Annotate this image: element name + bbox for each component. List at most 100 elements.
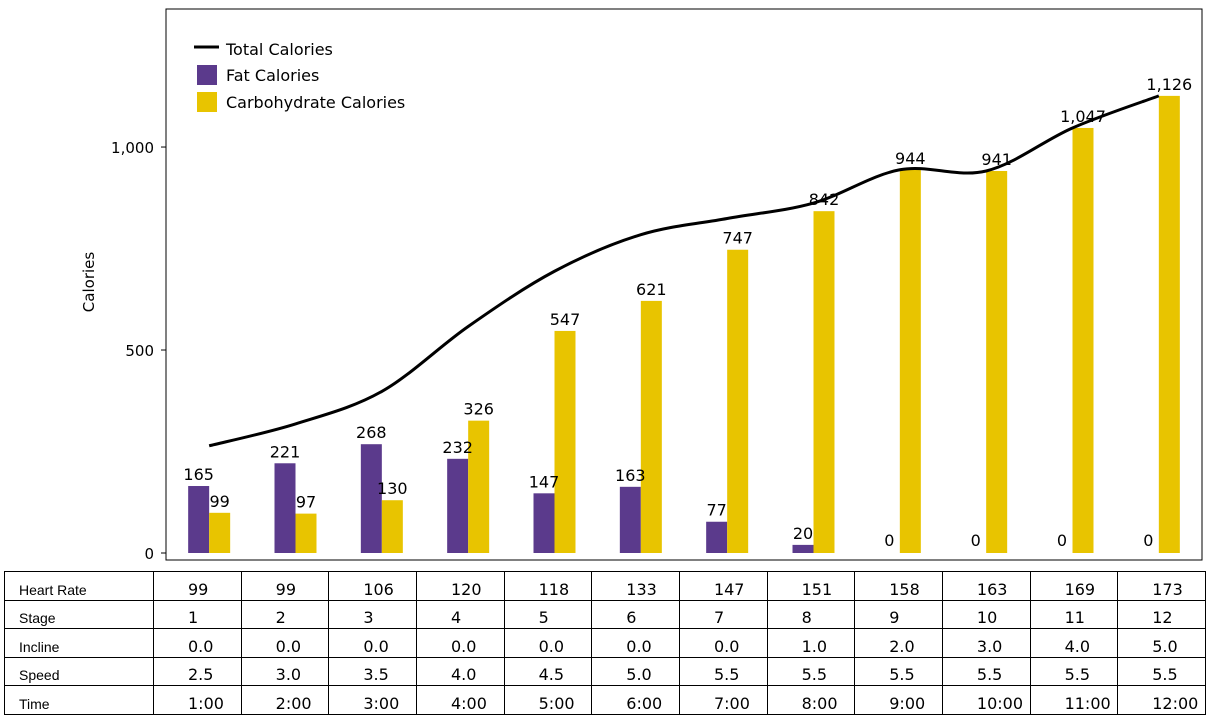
table-row: Incline 0.0 0.0 0.0 0.0 0.0 0.0 0.0 1.0 2.0 3.0 4.0…	[4, 628, 1206, 658]
table-cell: 2.5	[153, 656, 242, 687]
table-cell: 8	[766, 599, 856, 630]
table-cell: 3.5	[328, 656, 417, 687]
fat-calories-label: 0	[1057, 531, 1067, 550]
y-axis-title: Calories	[80, 252, 98, 313]
legend: Total Calories Fat Calories Carbohydrate…	[194, 40, 405, 112]
table-cell: 11:00	[1029, 685, 1119, 715]
legend-swatch-fat-calories	[197, 65, 217, 85]
carbohydrate-calories-bar	[986, 170, 1008, 553]
fat-calories-label: 165	[183, 465, 214, 484]
fat-calories-bar	[360, 444, 382, 553]
table-cell: 4	[415, 599, 505, 630]
table-cell: 99	[240, 571, 330, 601]
table-cell: 7:00	[678, 685, 768, 715]
carbohydrate-calories-label: 842	[809, 190, 840, 209]
table-cell: 5.5	[766, 656, 856, 687]
fat-calories-bar	[447, 458, 469, 553]
fat-calories-label: 20	[793, 524, 813, 543]
y-tick-label: 0	[144, 545, 154, 563]
carbohydrate-calories-bar	[554, 330, 576, 553]
table-row-label: Time	[4, 685, 154, 715]
table-cell: 12	[1117, 599, 1206, 630]
table-cell: 4.5	[503, 656, 593, 687]
table-row: Heart Rate 99 99 106 120 118 133 147 151 158 163 16…	[4, 571, 1206, 601]
bar-labels-group: 165 99 221 97 268 130 232 326 147 547 163 621 77 747 2…	[183, 75, 1192, 550]
legend-label-carbohydrate-calories: Carbohydrate Calories	[226, 93, 405, 112]
carbohydrate-calories-label: 621	[636, 280, 667, 299]
carbohydrate-calories-label: 547	[550, 310, 581, 329]
table-cell: 6	[591, 599, 680, 630]
table-cell: 8:00	[766, 685, 856, 715]
table-cell: 1.0	[766, 628, 856, 658]
fat-calories-bar	[706, 521, 728, 553]
table-cell: 2.0	[854, 628, 943, 658]
table-cell: 5.5	[678, 656, 768, 687]
y-tick-label: 500	[125, 342, 154, 360]
table-cell: 4:00	[415, 685, 505, 715]
fat-calories-label: 0	[884, 531, 894, 550]
table-cell: 5	[503, 599, 593, 630]
table-cell: 11	[1029, 599, 1119, 630]
table-row: Stage 1 2 3 4 5 6 7 8 9 10 11 12	[4, 599, 1206, 630]
table-row-label: Speed	[4, 656, 154, 687]
table-row-label: Stage	[4, 599, 154, 630]
table-cell: 0.0	[328, 628, 417, 658]
table-cell: 5.5	[854, 656, 943, 687]
carbohydrate-calories-label: 1,047	[1060, 107, 1106, 126]
calories-chart: 0 500 1,000 Calories 165 99 221 97 268 130 232 32…	[80, 8, 1203, 563]
legend-label-fat-calories: Fat Calories	[226, 66, 319, 85]
table-row: Speed 2.5 3.0 3.5 4.0 4.5 5.0 5.5 5.5 5.5 5.5 5.5 5.…	[4, 656, 1206, 687]
table-cell: 0.0	[153, 628, 242, 658]
table-cell: 5.5	[1117, 656, 1206, 687]
table-cell: 4.0	[1029, 628, 1119, 658]
fat-calories-bar	[274, 463, 296, 553]
legend-label-total-calories: Total Calories	[225, 40, 333, 59]
carbohydrate-calories-label: 97	[296, 493, 316, 512]
table-cell: 120	[415, 571, 505, 601]
fat-calories-bar	[533, 493, 555, 553]
table-cell: 5.5	[941, 656, 1031, 687]
table-cell: 163	[941, 571, 1031, 601]
table-cell: 5.0	[591, 656, 680, 687]
fat-calories-label: 221	[270, 442, 301, 461]
table-cell: 2	[240, 599, 330, 630]
carbohydrate-calories-label: 1,126	[1146, 75, 1192, 94]
table-cell: 6:00	[591, 685, 680, 715]
bars-group	[188, 95, 1180, 554]
table-cell: 106	[328, 571, 417, 601]
table-row-label: Heart Rate	[4, 571, 154, 601]
table-cell: 5.5	[1029, 656, 1119, 687]
table-cell: 5.0	[1117, 628, 1206, 658]
table-cell: 151	[766, 571, 856, 601]
carbohydrate-calories-bar	[381, 500, 403, 553]
carbohydrate-calories-label: 944	[895, 149, 926, 168]
table-cell: 10:00	[941, 685, 1031, 715]
table-cell: 3:00	[328, 685, 417, 715]
carbohydrate-calories-label: 99	[209, 492, 229, 511]
table-row-label: Incline	[4, 628, 154, 658]
table-cell: 3.0	[941, 628, 1031, 658]
carbohydrate-calories-bar	[640, 300, 662, 553]
carbohydrate-calories-bar	[1072, 127, 1094, 554]
table-cell: 1:00	[153, 685, 242, 715]
table-cell: 118	[503, 571, 593, 601]
fat-calories-label: 0	[1143, 531, 1153, 550]
carbohydrate-calories-label: 130	[377, 479, 408, 498]
table-cell: 5:00	[503, 685, 593, 715]
fat-calories-label: 163	[615, 466, 646, 485]
carbohydrate-calories-bar	[295, 513, 317, 553]
table-cell: 0.0	[240, 628, 330, 658]
table-cell: 0.0	[415, 628, 505, 658]
carbohydrate-calories-bar	[727, 249, 749, 553]
table-cell: 12:00	[1117, 685, 1206, 715]
table-cell: 133	[591, 571, 680, 601]
total-line-group	[208, 94, 1160, 448]
plot-area-border	[165, 8, 1203, 561]
table-cell: 2:00	[240, 685, 330, 715]
table-cell: 173	[1117, 571, 1206, 601]
legend-swatch-carbohydrate-calories	[197, 92, 217, 112]
carbohydrate-calories-label: 326	[463, 400, 494, 419]
table-cell: 9:00	[854, 685, 943, 715]
carbohydrate-calories-label: 941	[981, 150, 1012, 169]
table-cell: 3.0	[240, 656, 330, 687]
